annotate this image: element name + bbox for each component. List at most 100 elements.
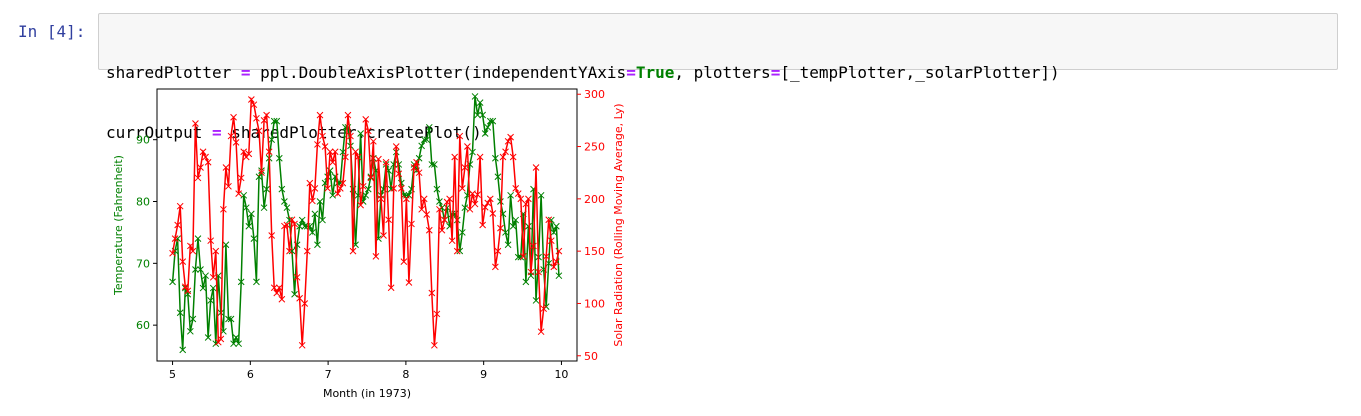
data-point-marker xyxy=(395,161,403,168)
data-point-marker xyxy=(486,195,494,203)
data-point-marker xyxy=(553,258,560,265)
data-point-marker xyxy=(179,258,187,265)
data-point-marker xyxy=(171,235,179,242)
data-point-marker xyxy=(413,158,420,166)
data-point-marker xyxy=(357,201,364,209)
data-point-marker xyxy=(405,191,413,199)
data-point-marker xyxy=(242,204,250,212)
y-right-tick-label: 100 xyxy=(584,297,605,310)
x-tick-label: 5 xyxy=(169,368,176,381)
data-point-marker xyxy=(359,182,367,190)
data-point-marker xyxy=(489,210,497,217)
data-point-marker xyxy=(189,247,197,255)
data-point-marker xyxy=(545,216,553,224)
data-point-marker xyxy=(476,153,484,161)
data-point-marker xyxy=(240,191,248,199)
data-point-marker xyxy=(311,185,319,192)
data-point-marker xyxy=(362,191,370,199)
data-point-marker xyxy=(555,247,563,255)
data-point-marker xyxy=(247,96,255,103)
data-point-marker xyxy=(192,266,199,273)
data-point-marker xyxy=(535,268,542,276)
code-line: sharedPlotter = ppl.DoubleAxisPlotter(in… xyxy=(106,63,1060,83)
data-point-marker xyxy=(291,220,298,228)
data-point-marker xyxy=(316,111,324,119)
data-point-marker xyxy=(349,247,357,255)
data-point-marker xyxy=(517,195,525,203)
data-point-marker xyxy=(514,190,522,197)
data-point-marker xyxy=(469,190,476,197)
data-point-marker xyxy=(222,164,230,171)
code-line: currOutput = sharedPlotter.createPlot() xyxy=(106,123,1060,143)
x-tick-label: 9 xyxy=(480,368,487,381)
data-point-marker xyxy=(314,241,321,249)
y-right-tick-label: 200 xyxy=(584,193,605,206)
plot-frame xyxy=(156,88,578,362)
y-left-tick-label: 80 xyxy=(136,196,150,209)
code-token: = xyxy=(240,63,251,82)
data-point-marker xyxy=(316,198,324,205)
data-point-marker xyxy=(408,220,415,228)
data-point-marker xyxy=(342,153,349,161)
data-point-marker xyxy=(270,284,278,292)
code-token: = xyxy=(211,123,222,142)
data-point-marker xyxy=(471,93,479,100)
data-point-marker xyxy=(303,247,311,255)
y-left-axis-label: Temperature (Fahrenheit) xyxy=(112,155,125,296)
data-point-marker xyxy=(232,334,240,341)
data-point-marker xyxy=(512,216,520,224)
data-point-marker xyxy=(283,204,291,212)
data-point-marker xyxy=(530,242,537,250)
data-point-marker xyxy=(202,153,209,161)
double-axis-chart: 5 6 7 8 9 10 60 70 80 90 50 100 150 200 250 300 Month (i… xyxy=(112,88,625,400)
data-point-marker xyxy=(253,278,260,286)
code-token: [_tempPlotter,_solarPlotter]) xyxy=(780,63,1060,82)
data-point-marker xyxy=(525,222,532,230)
code-editor[interactable]: sharedPlotter = ppl.DoubleAxisPlotter(in… xyxy=(106,23,1060,183)
code-token: currOutput xyxy=(106,123,212,142)
x-axis-label: Month (in 1973) xyxy=(323,387,411,400)
data-point-marker xyxy=(438,226,446,234)
data-point-marker xyxy=(395,170,403,178)
data-point-marker xyxy=(481,130,489,137)
data-point-marker xyxy=(550,229,558,236)
data-point-marker xyxy=(296,222,303,230)
data-point-marker xyxy=(298,216,306,224)
data-point-marker xyxy=(311,210,319,218)
data-point-marker xyxy=(474,111,481,119)
data-point-marker xyxy=(497,198,504,205)
data-point-marker xyxy=(194,174,202,182)
data-point-marker xyxy=(250,235,258,242)
cell-prompt: In [4]: xyxy=(18,22,86,41)
data-point-marker xyxy=(471,200,479,208)
data-point-marker xyxy=(293,273,301,281)
data-point-marker xyxy=(425,226,433,234)
y-left-tick-label: 90 xyxy=(136,134,150,147)
data-point-marker xyxy=(329,158,337,166)
data-point-marker xyxy=(423,211,431,218)
code-cell-input[interactable]: sharedPlotter = ppl.DoubleAxisPlotter(in… xyxy=(98,13,1338,142)
data-point-marker xyxy=(207,297,215,304)
data-point-marker xyxy=(484,199,492,207)
data-point-marker xyxy=(436,198,443,205)
data-point-marker xyxy=(448,237,456,245)
data-point-marker xyxy=(204,158,212,166)
y-right-tick-label: 150 xyxy=(584,245,605,258)
data-point-marker xyxy=(492,154,499,162)
data-point-marker xyxy=(415,154,423,162)
data-point-marker xyxy=(247,210,255,218)
data-point-marker xyxy=(428,289,436,297)
data-point-marker xyxy=(553,222,560,230)
data-point-marker xyxy=(550,263,558,271)
data-point-marker xyxy=(278,185,286,193)
data-point-marker xyxy=(232,139,240,146)
y-right-axis-label: Solar Radiation (Rolling Moving Average,… xyxy=(612,103,625,346)
data-point-marker xyxy=(555,272,563,280)
data-point-marker xyxy=(222,241,230,249)
data-point-marker xyxy=(225,182,232,190)
data-point-marker xyxy=(532,297,540,304)
data-point-marker xyxy=(410,164,418,171)
data-point-marker xyxy=(291,290,298,298)
data-point-marker xyxy=(453,247,461,255)
data-point-marker xyxy=(537,328,545,336)
